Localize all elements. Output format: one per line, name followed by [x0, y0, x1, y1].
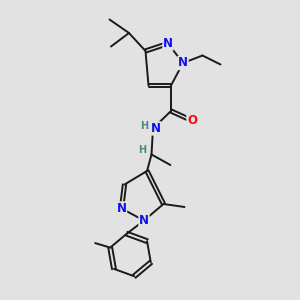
Text: H: H [138, 145, 147, 155]
Text: N: N [178, 56, 188, 70]
Text: N: N [139, 214, 149, 227]
Text: H: H [140, 121, 148, 131]
Text: N: N [150, 122, 161, 135]
Text: N: N [163, 37, 173, 50]
Text: N: N [116, 202, 127, 215]
Text: O: O [187, 114, 197, 127]
